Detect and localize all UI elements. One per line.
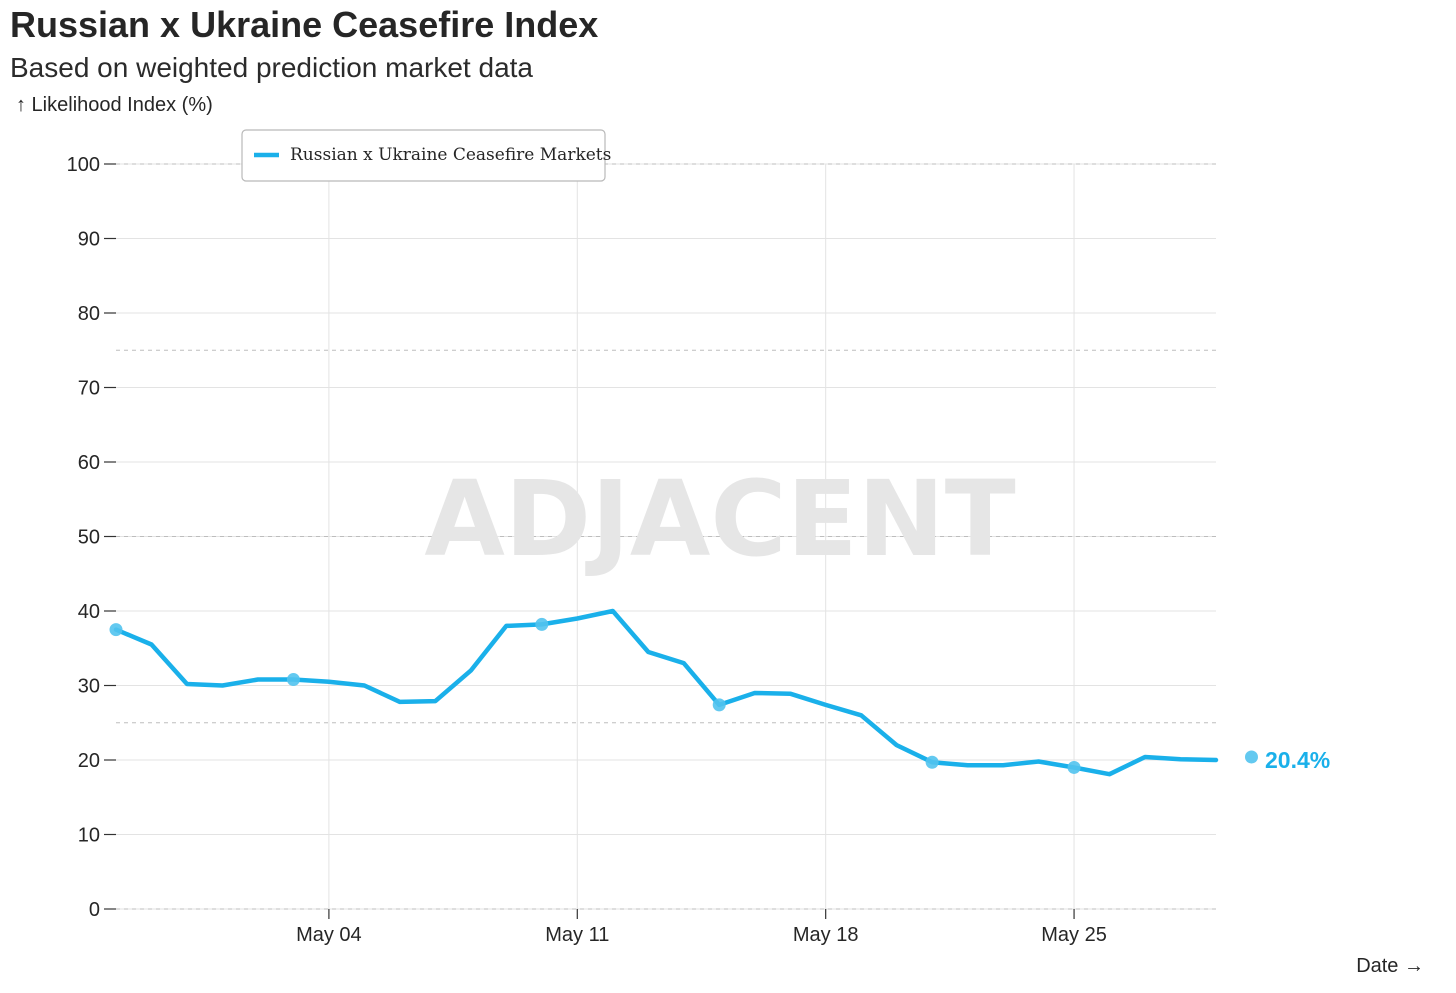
y-tick-label: 0 — [89, 899, 100, 921]
data-point-marker — [109, 623, 123, 637]
y-tick-label: 30 — [78, 676, 100, 698]
y-tick-label: 50 — [78, 527, 100, 549]
x-tick-label: May 18 — [793, 924, 859, 946]
y-tick-label: 90 — [78, 229, 100, 251]
y-tick-label: 80 — [78, 303, 100, 325]
data-point-marker — [712, 698, 726, 712]
y-tick-label: 70 — [78, 378, 100, 400]
data-point-marker — [1067, 760, 1081, 774]
grid — [116, 163, 1216, 910]
data-point-marker — [535, 617, 549, 631]
y-tick-label: 10 — [78, 825, 100, 847]
y-axis-label: ↑ Likelihood Index (%) — [16, 94, 213, 116]
end-value-label: 20.4% — [1265, 747, 1330, 773]
series — [109, 608, 1258, 777]
x-tick-label: May 04 — [296, 924, 362, 946]
y-tick-label: 20 — [78, 750, 100, 772]
x-axis-label: Date → — [1356, 955, 1424, 977]
legend: Russian x Ukraine Ceasefire Markets — [241, 129, 611, 182]
legend-label: Russian x Ukraine Ceasefire Markets — [290, 145, 611, 165]
data-point-marker — [1244, 750, 1258, 764]
data-point-marker — [925, 755, 939, 769]
y-tick-label: 40 — [78, 601, 100, 623]
watermark-text: ADJACENT — [424, 458, 1015, 580]
y-tick-label: 100 — [67, 154, 100, 176]
y-tick-label: 60 — [78, 452, 100, 474]
axes: 0 10 20 30 40 50 60 70 80 90 100 May 04 May 11 May 18… — [67, 154, 1107, 946]
x-tick-label: May 25 — [1041, 924, 1107, 946]
x-tick-label: May 11 — [545, 924, 609, 946]
chart-title: Russian x Ukraine Ceasefire Index — [10, 4, 599, 45]
chart-subtitle: Based on weighted prediction market data — [10, 52, 533, 83]
series-line — [113, 608, 1219, 777]
legend-box — [241, 129, 606, 182]
data-point-marker — [286, 673, 300, 687]
